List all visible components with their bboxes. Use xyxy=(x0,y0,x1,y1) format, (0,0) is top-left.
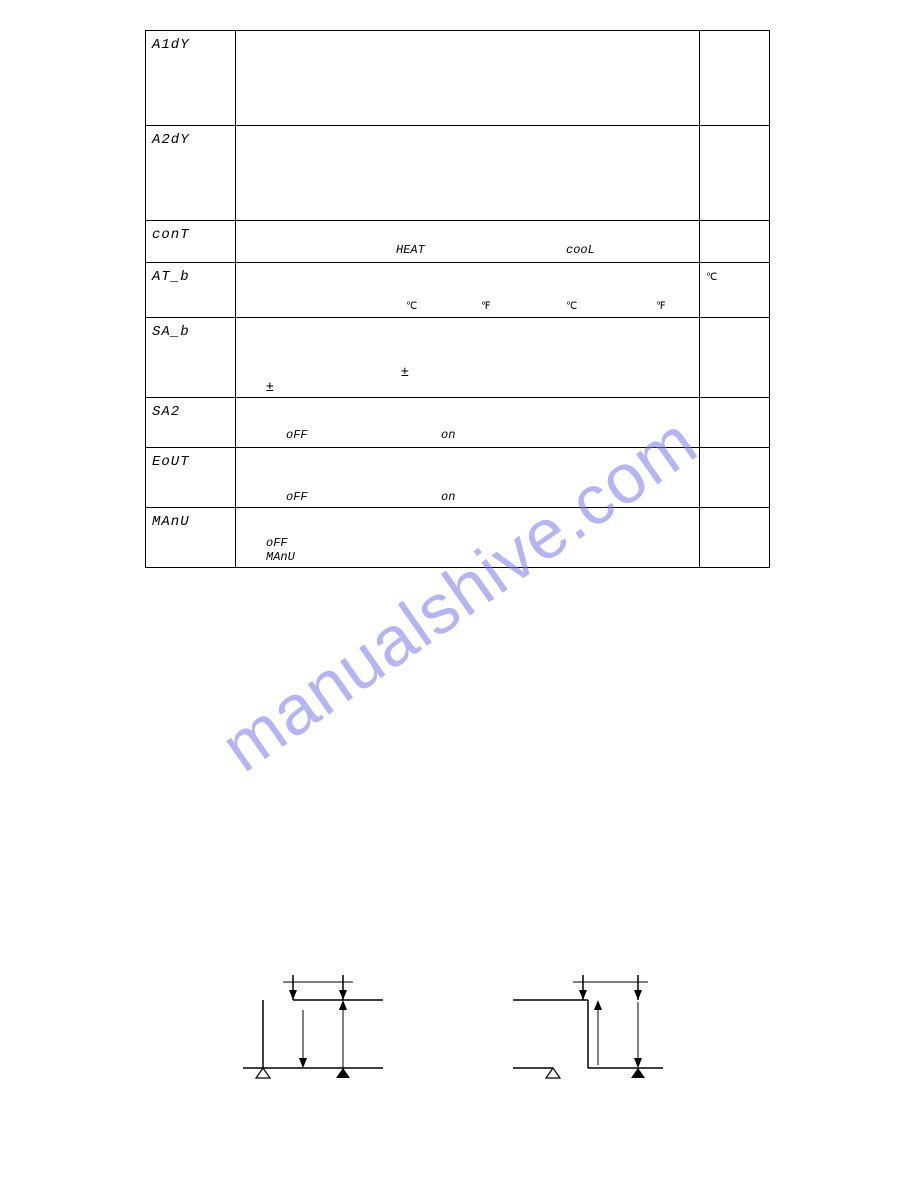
pm2: ± xyxy=(401,363,409,379)
code-eout: EoUT xyxy=(152,454,190,470)
unit-f1: ℉ xyxy=(481,301,491,312)
seg-on1: on xyxy=(441,428,455,442)
parameter-table: A1dY A2dY conT HEAT cooL AT_b xyxy=(145,30,770,568)
seg-cool: cooL xyxy=(566,243,595,257)
code-atb: AT_b xyxy=(152,269,190,285)
unit-c2: ℃ xyxy=(566,301,577,312)
seg-on2: on xyxy=(441,490,455,504)
code-a1dy: A1dY xyxy=(152,37,190,53)
diagram-right xyxy=(493,960,693,1090)
seg-off2: oFF xyxy=(286,490,308,504)
seg-off3: oFF xyxy=(266,536,288,550)
seg-heat: HEAT xyxy=(396,243,425,257)
diagram-left xyxy=(223,960,423,1090)
pm1: ± xyxy=(266,378,274,394)
seg-off1: oFF xyxy=(286,428,308,442)
diagrams-area xyxy=(145,960,770,1090)
code-manu: MAnU xyxy=(152,514,190,530)
unit-f2: ℉ xyxy=(656,301,666,312)
code-cont: conT xyxy=(152,227,190,243)
seg-manu: MAnU xyxy=(266,550,295,564)
def-atb: ℃ xyxy=(706,272,717,283)
code-sab: SA_b xyxy=(152,324,190,340)
code-sa2: SA2 xyxy=(152,404,180,420)
code-a2dy: A2dY xyxy=(152,132,190,148)
unit-c1: ℃ xyxy=(406,301,417,312)
